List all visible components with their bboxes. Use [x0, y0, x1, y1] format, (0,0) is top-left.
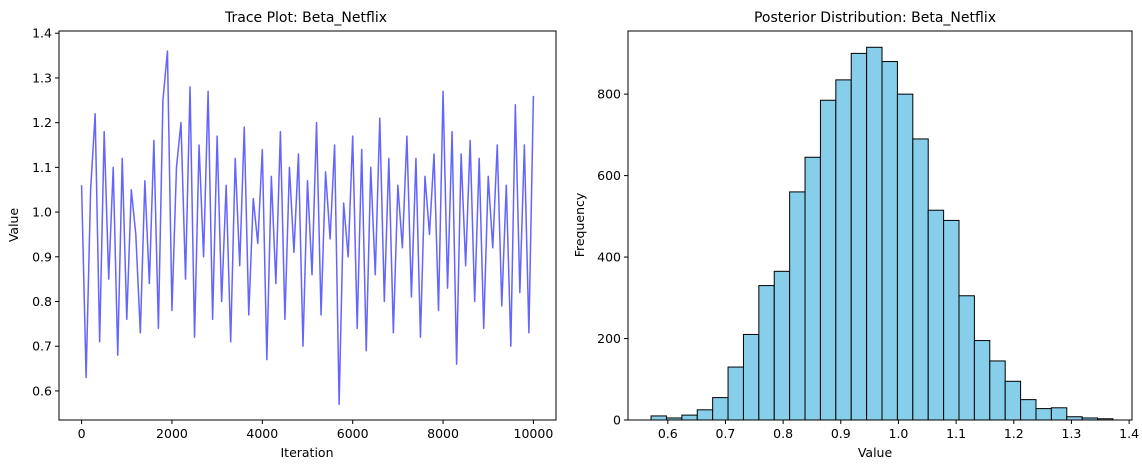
histogram-panel: Posterior Distribution: Beta_Netflix 0 20… — [572, 10, 1139, 460]
histogram-bar — [696, 409, 714, 421]
trace-y-axis-label: Value — [6, 208, 21, 243]
trace-plot-frame — [58, 30, 557, 421]
histogram-bar — [850, 52, 868, 421]
trace-x-tick-label: 8000 — [427, 426, 459, 441]
histogram-frame — [627, 30, 1133, 421]
histogram-x-tick-label: 1.0 — [889, 426, 909, 441]
trace-y-tick-label: 0.7 — [32, 339, 52, 354]
histogram-x-axis-label: Value — [858, 445, 893, 460]
histogram-bar — [973, 340, 991, 421]
trace-line — [80, 50, 535, 406]
trace-y-tick-label: 1.0 — [32, 205, 52, 220]
histogram-bar — [912, 138, 929, 421]
trace-x-ticks: 0 2000 4000 6000 8000 10000 — [78, 420, 554, 441]
histogram-bar — [650, 415, 667, 421]
trace-y-tick-label: 0.9 — [32, 249, 52, 264]
histogram-bar — [958, 295, 975, 421]
histogram-x-tick-label: 0.9 — [831, 426, 851, 441]
trace-x-tick-label: 4000 — [246, 426, 278, 441]
histogram-bar — [896, 93, 914, 421]
trace-y-ticks: 0.6 0.7 0.8 0.9 1.0 1.1 1.2 1.3 1.4 — [32, 26, 59, 398]
trace-y-tick-label: 1.3 — [32, 70, 52, 85]
histogram-bar — [1035, 408, 1052, 421]
trace-y-tick-label: 0.8 — [32, 294, 52, 309]
histogram-bar — [1004, 380, 1022, 421]
histogram-bar — [804, 156, 821, 421]
histogram-bar — [1020, 399, 1037, 421]
histogram-title: Posterior Distribution: Beta_Netflix — [754, 10, 996, 26]
histogram-y-ticks: 0 200 400 600 800 — [597, 87, 628, 428]
histogram-bar — [742, 333, 760, 421]
histogram-x-tick-label: 0.7 — [716, 426, 736, 441]
trace-y-tick-label: 0.6 — [32, 383, 52, 398]
histogram-bar — [989, 360, 1006, 421]
histogram-bar — [789, 191, 806, 421]
trace-x-tick-label: 6000 — [337, 426, 369, 441]
trace-plot-area — [80, 50, 535, 406]
histogram-x-tick-label: 1.3 — [1062, 426, 1082, 441]
trace-y-tick-label: 1.4 — [32, 26, 52, 41]
histogram-x-tick-label: 0.8 — [773, 426, 793, 441]
trace-plot-title: Trace Plot: Beta_Netflix — [224, 10, 387, 26]
histogram-x-tick-label: 1.4 — [1119, 426, 1139, 441]
histogram-y-tick-label: 200 — [597, 331, 621, 346]
histogram-y-axis-label: Frequency — [572, 192, 587, 257]
trace-x-tick-label: 0 — [78, 426, 86, 441]
trace-x-tick-label: 2000 — [156, 426, 188, 441]
histogram-x-ticks: 0.6 0.7 0.8 0.9 1.0 1.1 1.2 1.3 1.4 — [658, 420, 1139, 441]
histogram-y-tick-label: 0 — [613, 413, 621, 428]
histogram-bar — [866, 46, 883, 421]
trace-y-tick-label: 1.2 — [32, 115, 52, 130]
histogram-bar — [712, 397, 729, 421]
histogram-x-tick-label: 1.1 — [946, 426, 966, 441]
histogram-bar — [835, 79, 852, 421]
histogram-bar — [881, 61, 898, 421]
histogram-bar — [727, 366, 744, 421]
histogram-bar — [773, 270, 791, 421]
trace-y-tick-label: 1.1 — [32, 160, 52, 175]
histogram-bar — [943, 219, 960, 421]
histogram-bar — [819, 99, 837, 421]
histogram-x-tick-label: 0.6 — [658, 426, 678, 441]
histogram-y-tick-label: 800 — [597, 87, 621, 102]
trace-plot-panel: Trace Plot: Beta_Netflix 0.6 0.7 0.8 0.9 1.0… — [6, 10, 557, 460]
trace-x-axis-label: Iteration — [280, 445, 333, 460]
histogram-y-tick-label: 400 — [597, 250, 621, 265]
histogram-bar — [1050, 407, 1068, 421]
histogram-x-tick-label: 1.2 — [1004, 426, 1024, 441]
trace-x-tick-label: 10000 — [514, 426, 554, 441]
histogram-bar — [758, 285, 775, 421]
histogram-y-tick-label: 600 — [597, 168, 621, 183]
histogram-bar — [927, 209, 945, 421]
histogram-bar — [681, 414, 698, 421]
